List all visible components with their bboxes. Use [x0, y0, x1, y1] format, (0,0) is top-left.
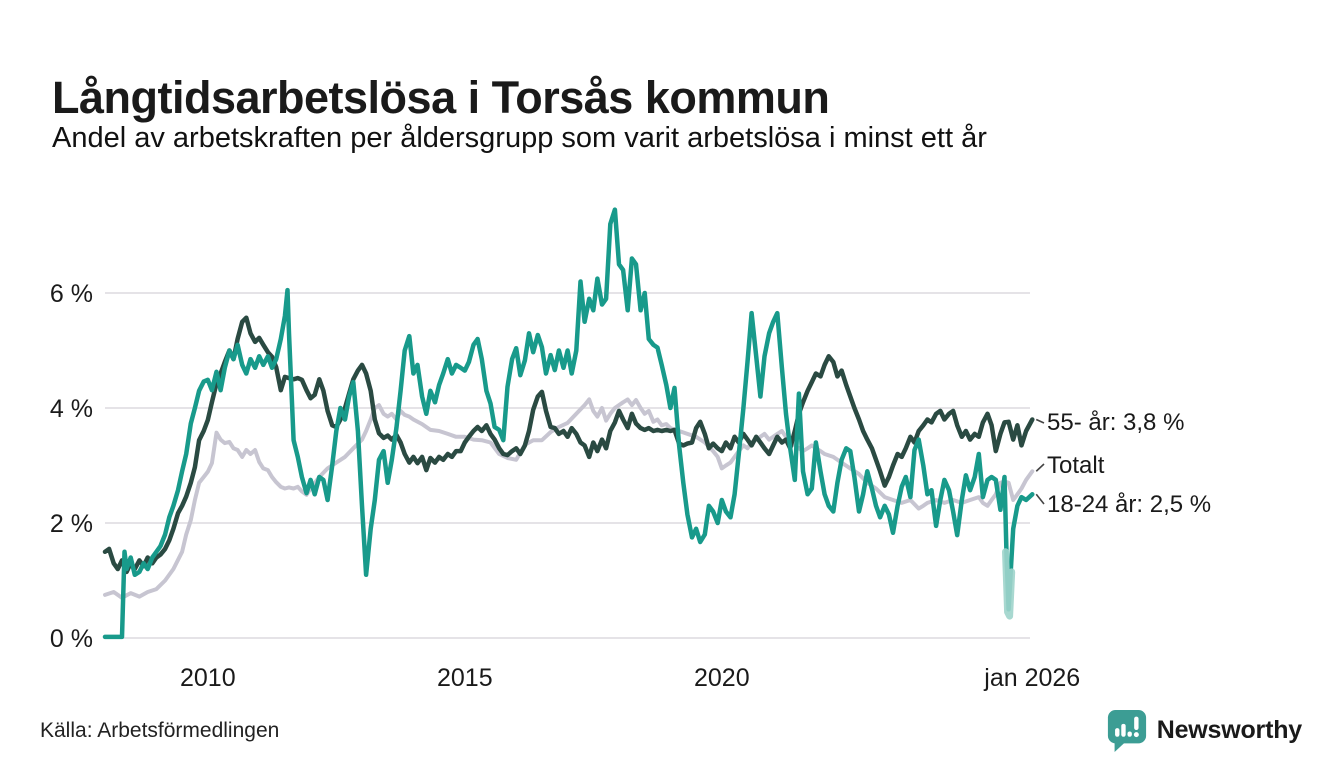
series-line-totalt: [103, 397, 1035, 600]
series-line-age-55: [102, 315, 1035, 575]
y-tick-label: 0 %: [50, 625, 93, 653]
page-title: Långtidsarbetslösa i Torsås kommun: [52, 72, 830, 124]
source-note: Källa: Arbetsförmedlingen: [40, 719, 280, 742]
newsworthy-logo[interactable]: Newsworthy: [1106, 708, 1302, 753]
y-tick-label: 6 %: [50, 280, 93, 308]
label-leader-line: [1035, 418, 1045, 424]
x-tick-label: 2010: [180, 664, 236, 692]
newsworthy-wordmark: Newsworthy: [1156, 716, 1302, 744]
series-line-age-18-24: [102, 207, 1035, 640]
x-tick-label: 2020: [694, 664, 750, 692]
y-tick-label: 2 %: [50, 510, 93, 538]
bar-chart-speech-bubble-icon: [1106, 708, 1148, 753]
chart-subtitle: Andel av arbetskraften per åldersgrupp s…: [52, 122, 987, 154]
series-line-age-18-24-recent: [1002, 548, 1016, 620]
x-tick-label: 2015: [437, 664, 493, 692]
series-label-18-24-ar: 18-24 år: 2,5 %: [1047, 491, 1212, 518]
y-tick-label: 4 %: [50, 395, 93, 423]
series-label-55-ar: 55- år: 3,8 %: [1047, 409, 1185, 436]
x-tick-label: jan 2026: [983, 664, 1080, 692]
label-leader-line: [1035, 493, 1045, 505]
series-label-totalt: Totalt: [1047, 452, 1105, 479]
label-leader-line: [1035, 463, 1045, 472]
